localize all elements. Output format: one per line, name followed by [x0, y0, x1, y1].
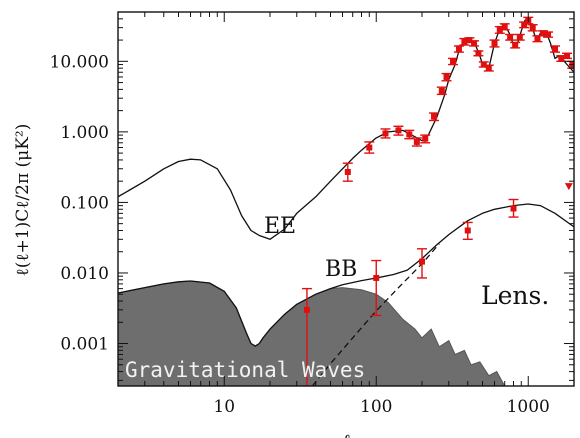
data-point-1: [373, 274, 380, 281]
data-point-7: [382, 130, 389, 137]
series-gravitational-waves-area: [118, 281, 505, 386]
data-point-10: [413, 138, 420, 145]
data-point-26: [507, 34, 514, 41]
x-tick-label-2: 1000: [507, 397, 550, 417]
data-point-17: [461, 38, 468, 45]
data-point-36: [558, 55, 565, 62]
data-point-6: [366, 144, 373, 151]
data-point-4: [510, 205, 517, 212]
data-point-14: [443, 73, 450, 80]
upper-limit-marker-0: [564, 183, 573, 191]
data-point-0: [303, 306, 310, 313]
data-point-2: [419, 258, 425, 265]
data-point-19: [471, 40, 478, 47]
lens-label: Lens.: [481, 281, 549, 310]
data-point-34: [545, 31, 552, 38]
data-point-23: [491, 40, 498, 47]
data-point-22: [485, 65, 492, 72]
data-point-37: [564, 52, 571, 59]
data-point-3: [464, 227, 471, 234]
data-point-13: [438, 87, 445, 94]
data-point-31: [529, 24, 536, 31]
data-point-20: [475, 50, 482, 57]
data-point-8: [395, 127, 402, 134]
data-point-18: [466, 37, 473, 44]
data-point-16: [455, 45, 462, 52]
plot-frame: [117, 11, 575, 387]
data-points-layer: [301, 16, 574, 386]
data-point-27: [512, 42, 519, 49]
y-tick-label-2: 0.100: [60, 193, 109, 213]
axes-layer: 10 100 1000 0.001 0.010 0.100 1.000 10.000: [50, 11, 575, 417]
y-tick-label-4: 10.000: [50, 52, 109, 72]
y-tick-label-3: 1.000: [60, 123, 109, 143]
x-tick-label-0: 10: [213, 397, 235, 417]
data-point-5: [344, 168, 351, 175]
data-point-15: [450, 58, 457, 65]
series-ee-line: [118, 18, 574, 240]
gravitational-waves-label: Gravitational Waves: [125, 358, 365, 382]
x-axis-label: ℓ: [342, 431, 349, 438]
y-axis-label: ℓ(ℓ+1)Cℓ/2π (μK²): [13, 124, 33, 277]
data-point-29: [521, 21, 528, 28]
data-point-9: [406, 131, 413, 138]
data-point-11: [422, 135, 429, 142]
bb-label: BB: [325, 257, 357, 282]
data-point-25: [501, 23, 508, 30]
series-bb-line: [118, 203, 574, 347]
data-point-28: [516, 34, 523, 41]
data-point-12: [431, 113, 438, 120]
y-tick-label-1: 0.010: [60, 264, 109, 284]
y-tick-label-0: 0.001: [60, 335, 109, 355]
ee-label: EE: [264, 214, 296, 239]
data-point-35: [552, 45, 559, 52]
x-tick-label-1: 100: [360, 397, 392, 417]
data-point-33: [539, 30, 546, 37]
data-point-32: [534, 35, 541, 42]
